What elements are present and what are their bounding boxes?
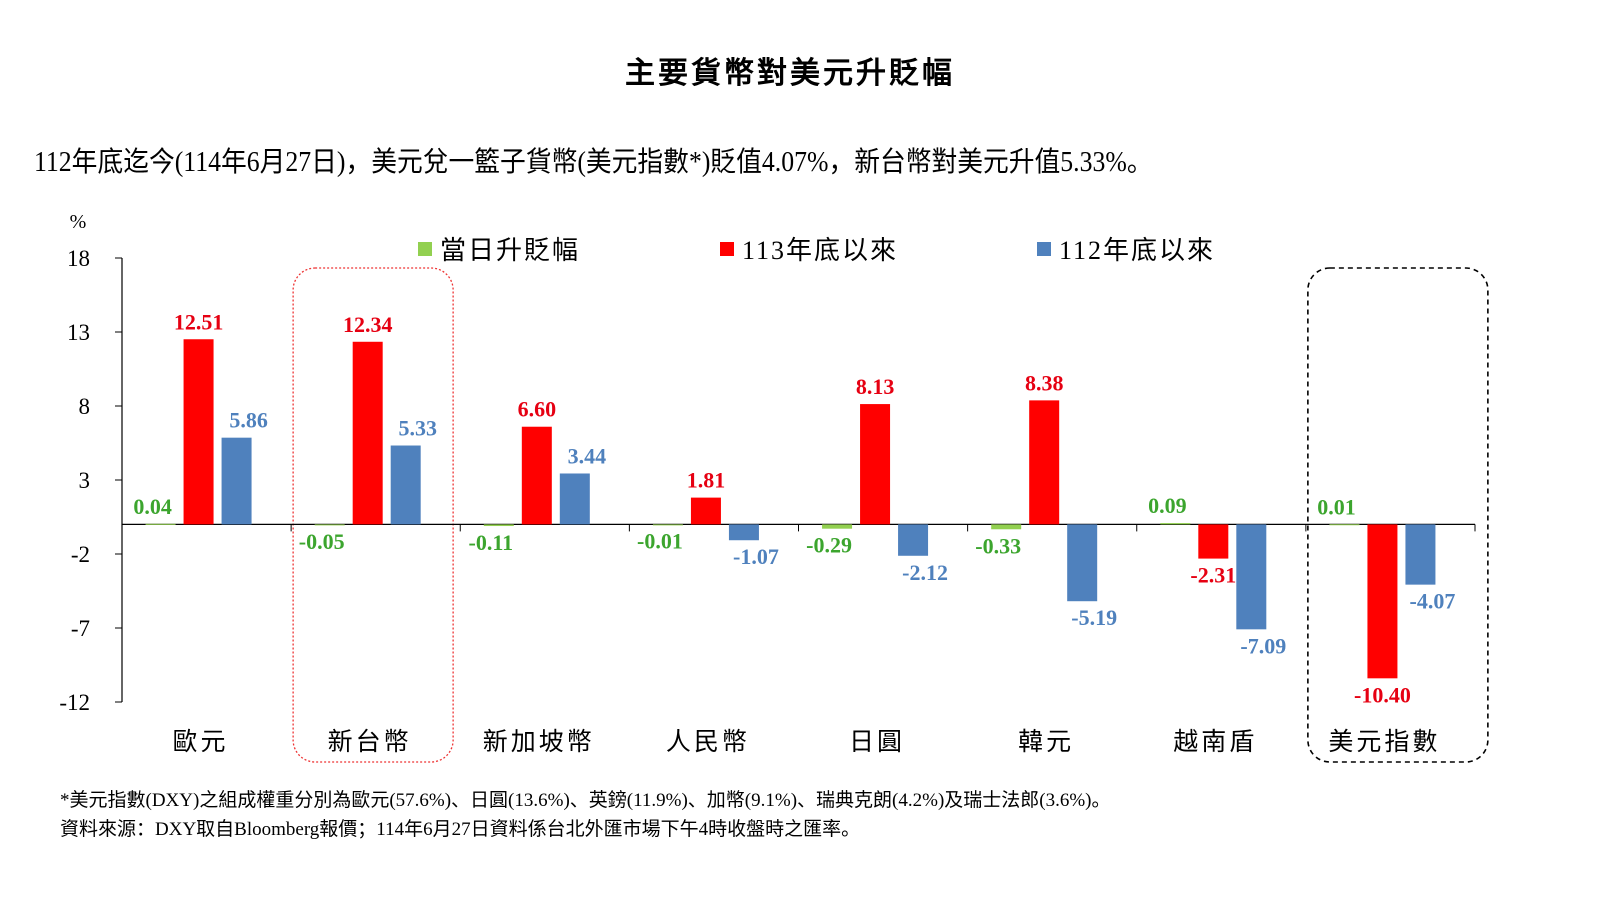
bar-越南盾-1 <box>1198 524 1229 559</box>
data-label: -0.05 <box>299 529 345 554</box>
data-label: -0.33 <box>975 533 1021 558</box>
highlight-box <box>292 267 454 763</box>
bar-新加坡幣-2 <box>559 473 590 525</box>
y-axis-label: % <box>70 211 87 233</box>
bar-新台幣-0 <box>314 524 345 526</box>
bar-美元指數-0 <box>1329 524 1360 526</box>
legend-label: 112年底以來 <box>1059 236 1215 265</box>
category-label: 人民幣 <box>666 728 750 756</box>
bar-人民幣-1 <box>690 497 721 525</box>
data-label: -4.07 <box>1410 589 1456 614</box>
bar-越南盾-0 <box>1160 523 1191 525</box>
data-label: 8.13 <box>856 374 895 399</box>
bar-韓元-2 <box>1067 524 1098 602</box>
bar-歐元-0 <box>145 523 176 525</box>
bar-美元指數-2 <box>1405 524 1436 585</box>
y-tick-label: -2 <box>71 542 90 567</box>
legend-swatch <box>720 242 734 256</box>
bar-新台幣-1 <box>352 341 383 525</box>
y-tick-label: -7 <box>71 616 90 641</box>
bar-日圓-1 <box>860 404 891 525</box>
legend-label: 當日升貶幅 <box>440 236 580 265</box>
data-label: 0.01 <box>1317 494 1356 519</box>
legend-swatch <box>1037 242 1051 256</box>
bar-歐元-1 <box>183 339 214 525</box>
bar-新加坡幣-1 <box>521 426 552 525</box>
data-label: -0.29 <box>806 533 852 558</box>
category-label: 新台幣 <box>328 728 412 756</box>
bar-人民幣-0 <box>652 524 683 526</box>
category-label: 日圓 <box>849 729 905 756</box>
category-label: 美元指數 <box>1328 728 1440 756</box>
data-label: 12.51 <box>174 309 224 334</box>
bar-人民幣-2 <box>728 524 759 541</box>
data-label: 8.38 <box>1025 370 1064 395</box>
data-label: 5.33 <box>398 416 437 441</box>
data-label: -2.31 <box>1190 563 1236 588</box>
bar-日圓-0 <box>822 524 853 529</box>
y-tick-label: 3 <box>79 468 91 493</box>
data-label: -0.11 <box>469 530 514 555</box>
category-label: 新加坡幣 <box>483 728 595 756</box>
bar-韓元-1 <box>1029 400 1060 525</box>
bar-新台幣-2 <box>390 445 421 525</box>
bar-歐元-2 <box>221 437 252 525</box>
chart-subtitle: 112年底迄今(114年6月27日)，美元兌一籃子貨幣(美元指數*)貶值4.07… <box>34 147 1153 178</box>
data-label: 0.04 <box>133 494 172 519</box>
data-label: -10.40 <box>1354 682 1411 707</box>
chart-title: 主要貨幣對美元升貶幅 <box>625 56 955 91</box>
footnotes: *美元指數(DXY)之組成權重分別為歐元(57.6%)、日圓(13.6%)、英鎊… <box>60 786 1111 844</box>
category-label: 歐元 <box>173 728 229 756</box>
data-label: -1.07 <box>733 544 779 569</box>
bar-美元指數-1 <box>1367 524 1398 679</box>
data-label: -5.19 <box>1071 605 1117 630</box>
bar-越南盾-2 <box>1236 524 1267 630</box>
y-tick-label: 18 <box>67 246 90 271</box>
bar-韓元-0 <box>991 524 1022 530</box>
data-label: -0.01 <box>637 529 683 554</box>
legend-swatch <box>418 242 432 256</box>
category-label: 韓元 <box>1018 728 1074 756</box>
category-label: 越南盾 <box>1173 728 1257 756</box>
bar-日圓-2 <box>898 524 929 556</box>
data-label: 3.44 <box>568 443 607 468</box>
y-tick-label: 13 <box>67 320 90 345</box>
y-tick-label: -12 <box>59 690 90 715</box>
bar-新加坡幣-0 <box>483 524 514 527</box>
data-label: 5.86 <box>229 408 268 433</box>
y-tick-label: 8 <box>79 394 91 419</box>
legend-label: 113年底以來 <box>742 236 898 265</box>
data-label: 1.81 <box>687 468 726 493</box>
data-label: -7.09 <box>1240 633 1286 658</box>
data-label: -2.12 <box>902 560 948 585</box>
data-label: 0.09 <box>1148 493 1187 518</box>
highlight-box <box>1307 267 1489 763</box>
footnote-source: 資料來源：DXY取自Bloomberg報價；114年6月27日資料係台北外匯市場… <box>60 819 861 840</box>
data-label: 6.60 <box>518 397 557 422</box>
data-label: 12.34 <box>343 312 393 337</box>
footnote-weights: *美元指數(DXY)之組成權重分別為歐元(57.6%)、日圓(13.6%)、英鎊… <box>60 790 1111 811</box>
